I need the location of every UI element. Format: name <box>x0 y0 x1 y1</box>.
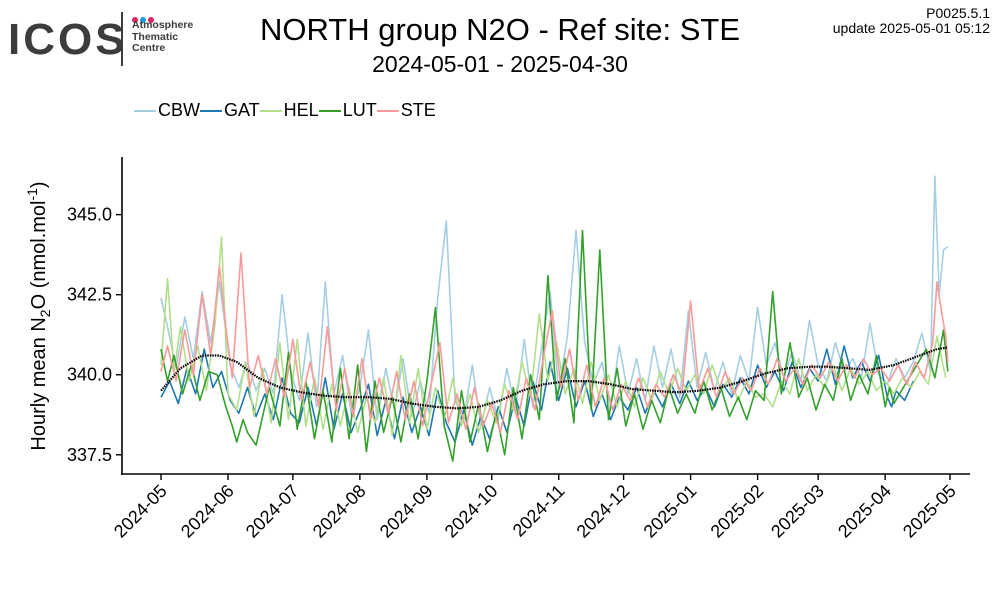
logo-dots <box>132 10 156 28</box>
x-tick-label: 2025-04 <box>834 481 895 542</box>
x-tick-label: 2024-05 <box>110 481 171 542</box>
logo-atc-text: Atmosphere Thematic Centre <box>132 19 194 55</box>
legend-item-cbw: CBW <box>134 100 200 121</box>
logo-line-1: Atmosphere <box>132 19 194 31</box>
x-tick-label: 2025-05 <box>899 481 960 542</box>
series-line-lut <box>160 229 949 462</box>
legend-swatch-lut <box>318 109 341 112</box>
legend-item-hel: HEL <box>259 100 319 121</box>
logo-dot-1 <box>132 17 138 23</box>
icos-logo: ICOS Atmosphere Thematic Centre <box>6 8 206 68</box>
series-line-cbw <box>160 175 949 427</box>
version-info: P0025.5.1 update 2025-05-01 05:12 <box>833 6 990 36</box>
y-tick-label: 340.0 <box>67 365 112 385</box>
x-tick-label: 2024-09 <box>376 481 437 542</box>
x-tick-label: 2024-06 <box>177 481 238 542</box>
chart-subtitle: 2024-05-01 - 2025-04-30 <box>372 51 628 77</box>
y-tick-label: 342.5 <box>67 285 112 305</box>
x-tick-label: 2024-11 <box>509 481 569 541</box>
update-label: update 2025-05-01 05:12 <box>832 20 990 36</box>
legend-item-gat: GAT <box>200 100 260 121</box>
logo-dot-3 <box>148 17 154 23</box>
legend-item-lut: LUT <box>318 100 377 121</box>
chart-title: NORTH group N2O - Ref site: STE <box>259 12 741 47</box>
legend-label-gat: GAT <box>224 100 260 120</box>
logo-dot-2 <box>140 17 146 23</box>
y-axis-label: Hourly mean N2O (nmol.mol-1) <box>24 181 53 450</box>
x-tick-label: 2024-12 <box>573 481 634 542</box>
legend: CBW GAT HEL LUT STE <box>134 100 436 121</box>
series-layer <box>160 175 949 462</box>
x-tick-label: 2025-03 <box>767 481 828 542</box>
x-tick-label: 2024-07 <box>242 481 303 542</box>
legend-swatch-cbw <box>134 109 156 112</box>
legend-swatch-hel <box>259 109 282 112</box>
legend-swatch-ste <box>376 109 399 112</box>
x-tick-label: 2024-08 <box>309 481 370 542</box>
logo-wordmark: ICOS <box>8 15 128 64</box>
version-label: P0025.5.1 <box>926 5 990 21</box>
legend-swatch-gat <box>200 109 222 112</box>
y-tick-label: 345.0 <box>67 205 112 225</box>
x-tick-label: 2025-01 <box>640 481 701 542</box>
logo-line-3: Centre <box>132 42 166 54</box>
series-line-ste <box>160 252 949 434</box>
legend-item-ste: STE <box>376 100 436 121</box>
legend-label-ste: STE <box>400 100 436 120</box>
legend-label-cbw: CBW <box>158 100 200 120</box>
series-line-hel <box>160 236 947 437</box>
logo-line-2: Thematic <box>132 30 179 43</box>
y-tick-label: 337.5 <box>67 445 112 465</box>
x-tick-label: 2024-10 <box>441 481 502 542</box>
legend-label-hel: HEL <box>283 100 319 120</box>
logo-divider <box>121 12 123 66</box>
legend-label-lut: LUT <box>342 100 377 120</box>
x-tick-label: 2025-02 <box>707 481 768 542</box>
